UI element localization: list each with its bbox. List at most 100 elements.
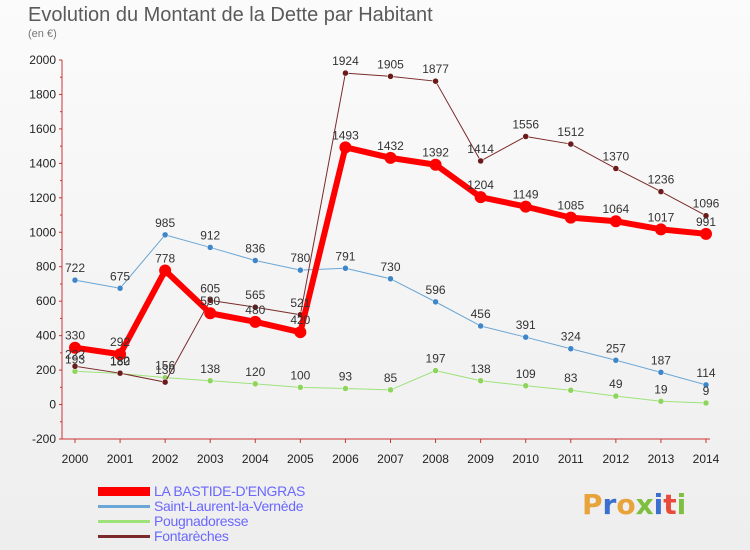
data-label: 292 — [110, 335, 130, 349]
data-label: 605 — [200, 281, 220, 295]
data-point — [342, 385, 349, 392]
y-tick-label: 200 — [36, 363, 56, 377]
data-label: 257 — [606, 341, 626, 355]
data-label: 1392 — [422, 146, 449, 160]
data-label: 83 — [564, 371, 578, 385]
data-label: 836 — [245, 242, 265, 256]
data-point — [206, 244, 214, 251]
data-point — [567, 386, 575, 394]
legend-swatch — [98, 520, 150, 523]
x-tick-label: 2005 — [287, 452, 314, 466]
data-label: 120 — [245, 365, 265, 379]
data-point — [432, 367, 439, 374]
data-point — [474, 191, 487, 204]
data-point — [161, 378, 169, 386]
data-label: 1877 — [422, 62, 449, 76]
data-point — [71, 276, 79, 284]
data-label: 912 — [200, 228, 220, 242]
legend-label: Pougnadoresse — [154, 513, 249, 529]
data-label: 1493 — [332, 128, 359, 142]
x-tick-label: 2004 — [242, 452, 269, 466]
data-point — [297, 266, 304, 274]
data-point — [657, 188, 665, 195]
x-tick-label: 2009 — [467, 452, 494, 466]
data-label: 138 — [200, 362, 220, 376]
data-label: 596 — [426, 283, 446, 297]
data-point — [657, 369, 665, 376]
data-label: 138 — [471, 362, 491, 376]
data-point — [567, 140, 575, 148]
y-tick-label: 600 — [36, 294, 56, 308]
data-point — [69, 341, 81, 354]
data-label: 49 — [609, 377, 623, 391]
x-tick-label: 2010 — [512, 452, 539, 466]
logo-letter: i — [676, 488, 687, 521]
data-label: 778 — [155, 252, 175, 266]
y-tick-label: 2000 — [29, 53, 56, 67]
data-point — [609, 215, 622, 228]
legend-label: LA BASTIDE-D'ENGRAS — [154, 483, 306, 499]
data-label: 180 — [110, 355, 130, 369]
data-point — [612, 392, 620, 400]
data-point — [297, 384, 304, 391]
data-point — [700, 227, 712, 240]
data-point — [702, 212, 710, 219]
data-label: 530 — [200, 294, 220, 308]
data-point — [116, 285, 124, 292]
data-point — [567, 345, 575, 352]
data-label: 521 — [290, 296, 310, 310]
y-tick-label: -200 — [32, 432, 56, 446]
data-point — [429, 158, 442, 171]
x-tick-label: 2014 — [693, 452, 720, 466]
y-tick-label: 1800 — [29, 87, 56, 101]
data-label: 1905 — [377, 57, 404, 71]
logo-letter: r — [602, 488, 617, 521]
data-label: 1556 — [512, 117, 539, 131]
x-tick-label: 2007 — [377, 452, 404, 466]
y-tick-label: 1200 — [29, 191, 56, 205]
data-label: 1064 — [603, 202, 630, 216]
y-tick-label: 1600 — [29, 122, 56, 136]
data-label: 100 — [290, 368, 310, 382]
data-label: 565 — [245, 288, 265, 302]
data-label: 130 — [155, 363, 175, 377]
data-label: 197 — [426, 352, 446, 366]
data-label: 420 — [290, 313, 310, 327]
data-label: 722 — [65, 261, 85, 275]
data-point — [387, 275, 394, 283]
legend-swatch — [98, 505, 150, 508]
data-point — [477, 157, 484, 165]
x-tick-label: 2006 — [332, 452, 359, 466]
data-label: 1370 — [603, 150, 630, 164]
logo-letter: x — [635, 488, 654, 521]
data-label: 1085 — [557, 199, 584, 213]
data-label: 480 — [245, 303, 265, 317]
data-label: 391 — [516, 318, 536, 332]
data-label: 985 — [155, 216, 175, 230]
logo-letter: t — [663, 488, 677, 521]
data-label: 1512 — [557, 125, 584, 139]
data-point — [294, 326, 307, 339]
data-label: 780 — [290, 251, 310, 265]
data-label: 85 — [384, 371, 398, 385]
data-label: 675 — [110, 269, 130, 283]
logo-letter: P — [582, 488, 603, 521]
data-point — [702, 399, 710, 407]
data-label: 156 — [155, 359, 175, 373]
data-point — [71, 363, 79, 370]
data-label: 1017 — [648, 210, 675, 224]
data-label: 1204 — [467, 178, 494, 192]
data-label: 1096 — [693, 197, 720, 211]
data-point — [342, 69, 349, 77]
y-tick-label: 1000 — [29, 225, 56, 239]
x-tick-label: 2003 — [197, 452, 224, 466]
data-label: 114 — [696, 366, 715, 380]
data-label: 182 — [110, 354, 130, 368]
legend-label: Fontarèches — [154, 528, 229, 544]
data-label: 193 — [65, 352, 85, 366]
legend-label: Saint-Laurent-la-Vernède — [154, 498, 304, 514]
data-label: 324 — [561, 330, 581, 344]
data-label: 93 — [339, 370, 353, 384]
data-point — [384, 151, 397, 164]
